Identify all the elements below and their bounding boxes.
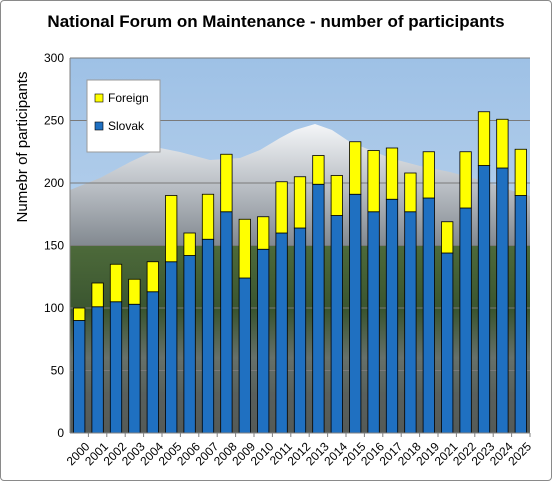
bar-foreign-2025	[514, 148, 527, 196]
bar-slovak-2021	[441, 252, 454, 434]
bar-slovak-2024	[496, 167, 509, 434]
y-tick-label: 250	[44, 114, 64, 128]
bar-slovak-2002	[109, 301, 123, 434]
y-axis-title: Numebr of participants	[14, 72, 31, 223]
bar-slovak-2015	[349, 193, 362, 434]
bar-foreign-2014	[330, 175, 343, 216]
bar-foreign-2000	[73, 307, 86, 321]
bar-slovak-2001	[91, 306, 104, 434]
bar-foreign-2007	[201, 193, 215, 240]
bar-foreign-2010	[257, 216, 270, 250]
bar-foreign-2021	[441, 221, 454, 254]
legend: Foreign Slovak	[86, 79, 161, 153]
bar-foreign-2023	[477, 111, 491, 166]
y-tick-label: 100	[44, 301, 64, 315]
bar-foreign-2024	[496, 118, 509, 169]
bar-slovak-2000	[73, 320, 86, 434]
bar-slovak-2009	[238, 277, 251, 434]
legend-label-slovak: Slovak	[108, 119, 145, 133]
bar-foreign-2003	[128, 278, 141, 305]
bar-slovak-2013	[312, 183, 325, 434]
bar-foreign-2018	[404, 172, 417, 213]
bar-foreign-2005	[165, 195, 178, 263]
legend-label-foreign: Foreign	[108, 91, 149, 105]
bar-slovak-2003	[128, 303, 141, 434]
bar-foreign-2002	[109, 263, 123, 303]
bar-slovak-2007	[201, 238, 215, 434]
bar-slovak-2012	[293, 227, 307, 434]
bar-foreign-2016	[367, 150, 380, 213]
axes	[69, 58, 531, 437]
bar-slovak-2017	[385, 198, 399, 434]
y-tick-label: 150	[44, 239, 64, 253]
bar-foreign-2001	[91, 282, 104, 308]
bar-foreign-2008	[220, 153, 233, 213]
bar-slovak-2018	[404, 211, 417, 434]
bar-slovak-2016	[367, 211, 380, 434]
bar-foreign-2022	[459, 151, 472, 209]
bar-slovak-2011	[275, 232, 288, 434]
bar-slovak-2025	[514, 195, 527, 434]
bar-slovak-2023	[477, 165, 491, 434]
y-tick-label: 0	[57, 426, 64, 440]
bar-slovak-2022	[459, 207, 472, 434]
y-tick-label: 50	[51, 364, 65, 378]
bar-foreign-2006	[183, 232, 196, 256]
bar-slovak-2008	[220, 211, 233, 434]
bar-foreign-2015	[349, 141, 362, 195]
bar-slovak-2006	[183, 255, 196, 434]
bar-foreign-2019	[422, 151, 435, 199]
x-tick-labels: 2000200120022003200420052006200720082009…	[64, 439, 535, 468]
y-tick-labels: 0 50 100 150 200 250 300	[44, 51, 64, 440]
chart-title: National Forum on Maintenance - number o…	[47, 12, 504, 31]
bar-foreign-2013	[312, 155, 325, 185]
y-tick-label: 300	[44, 51, 64, 65]
bar-slovak-2004	[146, 291, 159, 434]
bar-foreign-2017	[385, 147, 399, 200]
bars	[73, 111, 527, 434]
bar-slovak-2010	[257, 248, 270, 434]
legend-box	[86, 79, 161, 153]
bar-foreign-2004	[146, 261, 159, 293]
y-tick-label: 200	[44, 176, 64, 190]
bar-slovak-2019	[422, 197, 435, 434]
legend-swatch-slovak	[94, 121, 104, 131]
bar-foreign-2011	[275, 181, 288, 234]
bar-slovak-2014	[330, 215, 343, 434]
bar-foreign-2009	[238, 218, 251, 279]
legend-swatch-foreign	[94, 93, 104, 103]
bar-foreign-2012	[293, 176, 307, 229]
bar-slovak-2005	[165, 261, 178, 434]
